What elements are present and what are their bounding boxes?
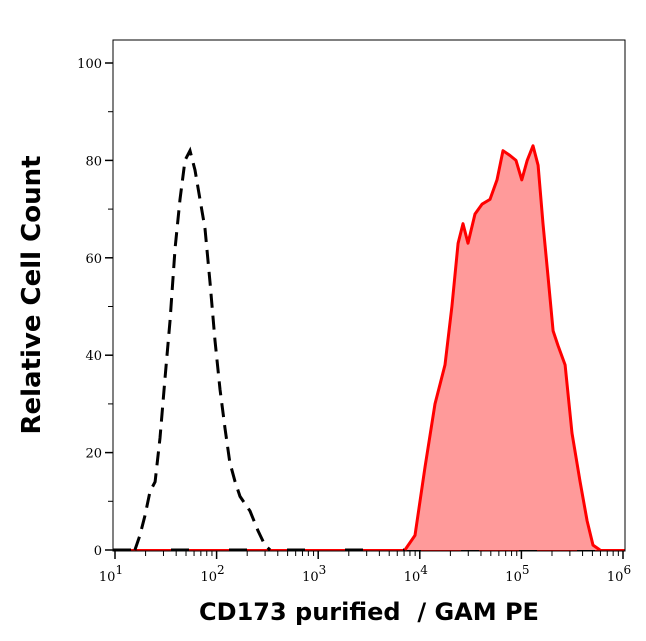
- y-tick-label: 80: [85, 154, 102, 169]
- x-tick-label: 106: [607, 563, 631, 585]
- x-tick-label: 101: [99, 563, 123, 585]
- x-tick-label: 104: [404, 563, 429, 585]
- x-axis-label: CD173 purified / GAM PE: [199, 598, 539, 626]
- y-tick-label: 0: [94, 544, 102, 559]
- series-fill-1: [404, 145, 601, 551]
- y-tick-label: 40: [85, 349, 102, 364]
- x-tick-label: 105: [505, 563, 529, 585]
- y-tick-label: 100: [77, 57, 102, 72]
- series-line-1: [403, 144, 601, 552]
- y-axis-label: Relative Cell Count: [17, 155, 47, 434]
- y-tick-label: 20: [85, 447, 102, 462]
- x-tick-label: 103: [302, 563, 326, 585]
- x-tick-label: 102: [201, 563, 225, 585]
- series-line-0: [133, 146, 272, 552]
- plot-frame: [112, 39, 626, 552]
- y-tick-label: 60: [85, 252, 102, 267]
